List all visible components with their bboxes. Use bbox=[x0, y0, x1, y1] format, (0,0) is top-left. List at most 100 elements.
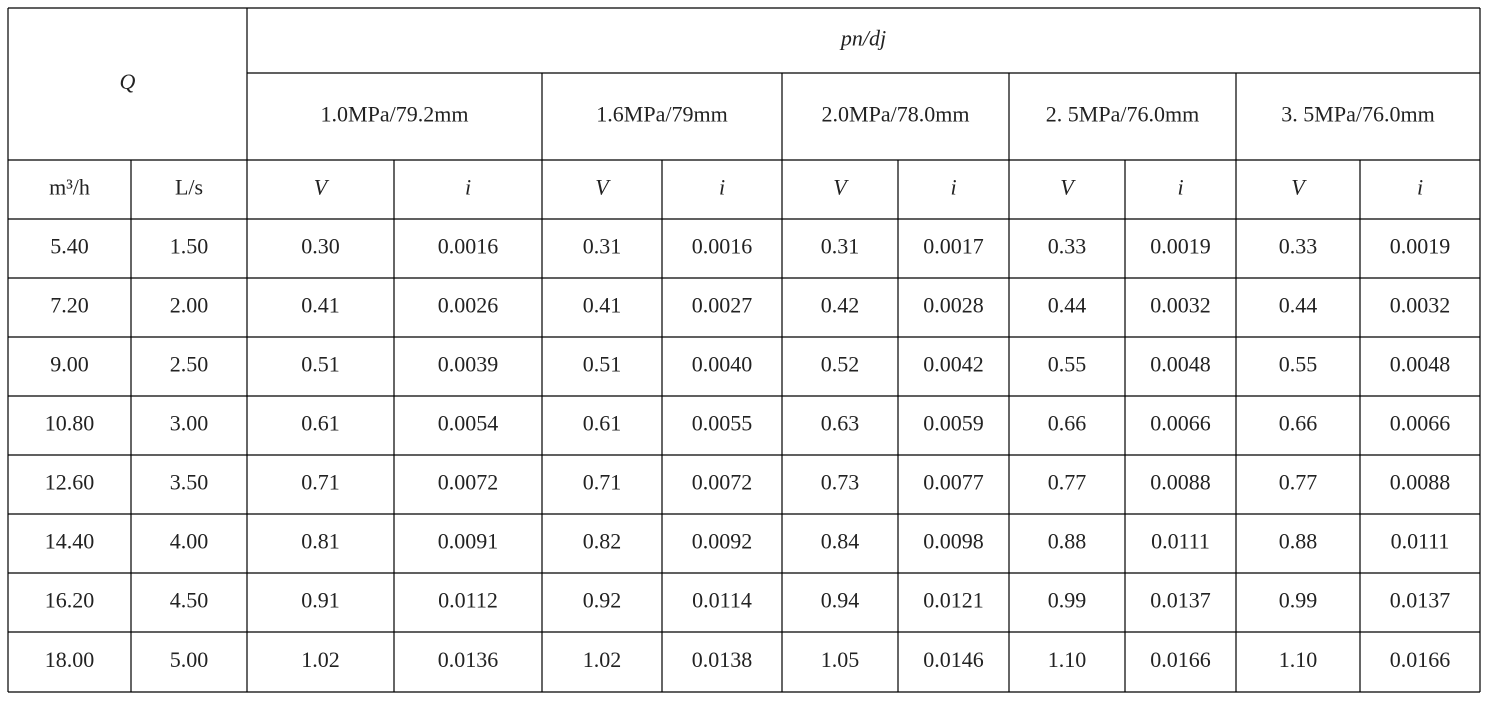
cell: 0.0028 bbox=[923, 293, 984, 318]
cell: 0.0146 bbox=[923, 647, 984, 672]
cell: 0.71 bbox=[301, 470, 340, 495]
cell: 0.82 bbox=[583, 529, 622, 554]
cell: 0.92 bbox=[583, 588, 622, 613]
cell: 1.02 bbox=[301, 647, 340, 672]
cell: 0.71 bbox=[583, 470, 622, 495]
cell: 0.73 bbox=[821, 470, 860, 495]
cell: 0.99 bbox=[1279, 588, 1318, 613]
cell: 0.0166 bbox=[1150, 647, 1211, 672]
cell: 0.0166 bbox=[1390, 647, 1451, 672]
cell: 0.0054 bbox=[438, 411, 499, 436]
cell: 0.0042 bbox=[923, 352, 984, 377]
cell: 0.0026 bbox=[438, 293, 499, 318]
cell: 0.81 bbox=[301, 529, 340, 554]
cell: 0.66 bbox=[1279, 411, 1318, 436]
cell: 0.0048 bbox=[1150, 352, 1211, 377]
cell: 18.00 bbox=[45, 647, 95, 672]
cell: 12.60 bbox=[45, 470, 95, 495]
cell: 5.00 bbox=[170, 647, 209, 672]
cell: 0.0039 bbox=[438, 352, 499, 377]
group-header: 1.6MPa/79mm bbox=[596, 102, 727, 127]
cell: 1.10 bbox=[1279, 647, 1318, 672]
cell: 0.0055 bbox=[692, 411, 753, 436]
cell: 0.66 bbox=[1048, 411, 1087, 436]
cell: 0.0019 bbox=[1150, 234, 1211, 259]
cell: 0.33 bbox=[1048, 234, 1087, 259]
cell: 0.41 bbox=[301, 293, 340, 318]
cell: 0.0072 bbox=[438, 470, 499, 495]
cell: 14.40 bbox=[45, 529, 95, 554]
cell: 0.94 bbox=[821, 588, 860, 613]
cell: 2.50 bbox=[170, 352, 209, 377]
column-header: i bbox=[719, 175, 725, 200]
cell: 0.0088 bbox=[1390, 470, 1451, 495]
cell: 0.0016 bbox=[438, 234, 499, 259]
cell: 9.00 bbox=[50, 352, 89, 377]
cell: 2.00 bbox=[170, 293, 209, 318]
cell: 1.02 bbox=[583, 647, 622, 672]
cell: 1.05 bbox=[821, 647, 860, 672]
cell: 0.0137 bbox=[1150, 588, 1211, 613]
cell: 0.0072 bbox=[692, 470, 753, 495]
cell: 1.10 bbox=[1048, 647, 1087, 672]
column-header: V bbox=[595, 175, 611, 200]
cell: 0.61 bbox=[301, 411, 340, 436]
cell: 5.40 bbox=[50, 234, 89, 259]
cell: 0.31 bbox=[821, 234, 860, 259]
cell: 0.0059 bbox=[923, 411, 984, 436]
column-header: i bbox=[465, 175, 471, 200]
cell: 7.20 bbox=[50, 293, 89, 318]
cell: 0.33 bbox=[1279, 234, 1318, 259]
cell: 0.88 bbox=[1048, 529, 1087, 554]
group-header: 3. 5MPa/76.0mm bbox=[1281, 102, 1434, 127]
cell: 0.77 bbox=[1279, 470, 1318, 495]
cell: 16.20 bbox=[45, 588, 95, 613]
column-header: V bbox=[314, 175, 330, 200]
cell: 0.0048 bbox=[1390, 352, 1451, 377]
cell: 0.0137 bbox=[1390, 588, 1451, 613]
group-header: 2. 5MPa/76.0mm bbox=[1046, 102, 1199, 127]
cell: 0.44 bbox=[1048, 293, 1087, 318]
cell: 0.0019 bbox=[1390, 234, 1451, 259]
cell: 0.91 bbox=[301, 588, 340, 613]
cell: 0.0032 bbox=[1150, 293, 1211, 318]
cell: 0.61 bbox=[583, 411, 622, 436]
cell: 0.88 bbox=[1279, 529, 1318, 554]
cell: 0.31 bbox=[583, 234, 622, 259]
cell: 0.84 bbox=[821, 529, 860, 554]
cell: 0.52 bbox=[821, 352, 860, 377]
cell: 0.0032 bbox=[1390, 293, 1451, 318]
cell: 4.50 bbox=[170, 588, 209, 613]
cell: 3.50 bbox=[170, 470, 209, 495]
cell: 0.51 bbox=[583, 352, 622, 377]
group-header: 1.0MPa/79.2mm bbox=[321, 102, 469, 127]
column-header: i bbox=[950, 175, 956, 200]
cell: 0.0111 bbox=[1151, 529, 1210, 554]
column-header: V bbox=[833, 175, 849, 200]
cell: 0.0092 bbox=[692, 529, 753, 554]
cell: 0.0111 bbox=[1391, 529, 1450, 554]
cell: 0.0017 bbox=[923, 234, 984, 259]
column-header: i bbox=[1417, 175, 1423, 200]
cell: 0.30 bbox=[301, 234, 340, 259]
cell: 0.0016 bbox=[692, 234, 753, 259]
cell: 0.41 bbox=[583, 293, 622, 318]
cell: 0.99 bbox=[1048, 588, 1087, 613]
cell: 0.42 bbox=[821, 293, 860, 318]
cell: 0.0091 bbox=[438, 529, 499, 554]
cell: 0.0121 bbox=[923, 588, 984, 613]
cell: 4.00 bbox=[170, 529, 209, 554]
cell: 0.0088 bbox=[1150, 470, 1211, 495]
cell: 0.55 bbox=[1279, 352, 1318, 377]
column-header: V bbox=[1291, 175, 1307, 200]
pn-dj-header: pn/dj bbox=[839, 26, 886, 51]
cell: 0.77 bbox=[1048, 470, 1087, 495]
cell: 0.0066 bbox=[1150, 411, 1211, 436]
unit-header: m³/h bbox=[49, 175, 90, 200]
cell: 0.0066 bbox=[1390, 411, 1451, 436]
q-header: Q bbox=[120, 69, 136, 94]
cell: 3.00 bbox=[170, 411, 209, 436]
cell: 0.44 bbox=[1279, 293, 1318, 318]
